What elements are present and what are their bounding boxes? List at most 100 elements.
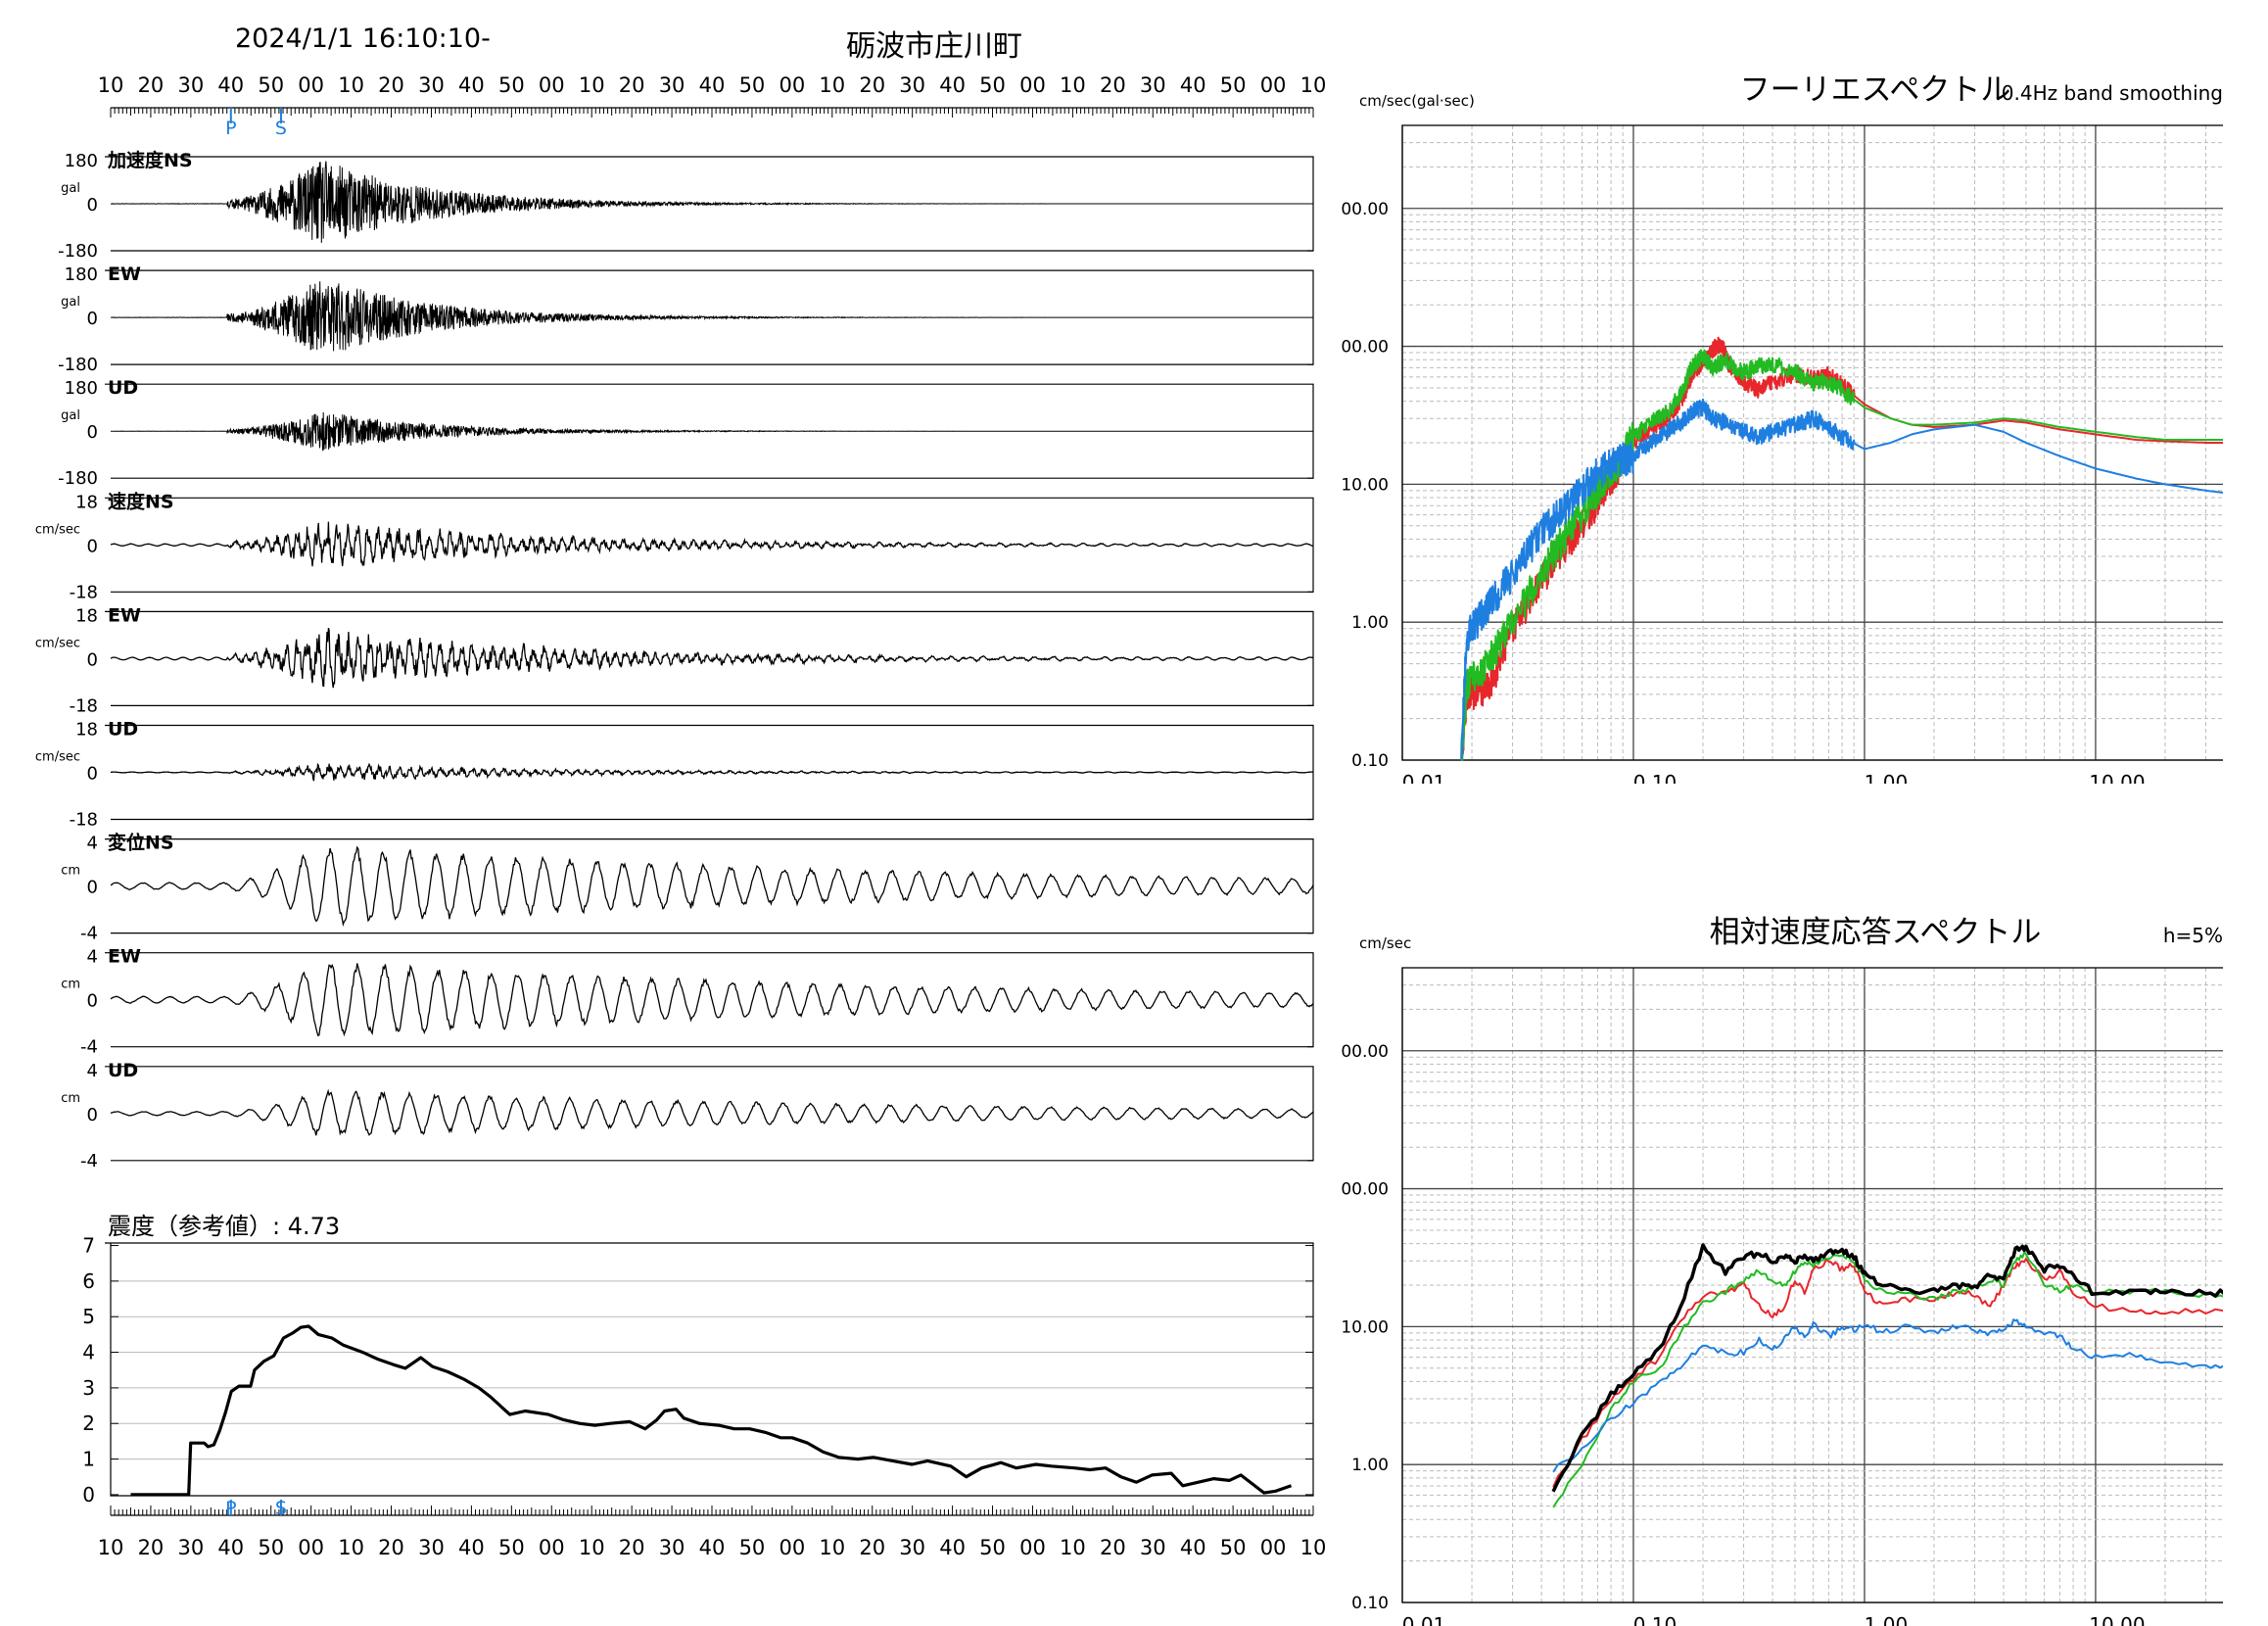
waveform-min-label: -18 — [70, 695, 98, 716]
fourier-x-tick-label: 10.00 — [2089, 771, 2145, 784]
waveform-component-label: EW — [108, 263, 141, 285]
time-tick-label: 40 — [939, 73, 966, 97]
time-tick-label: 50 — [498, 73, 525, 97]
waveform-max-label: 180 — [65, 151, 98, 171]
waveform-max-label: 180 — [65, 264, 98, 285]
waveform-component-label: UD — [108, 1060, 138, 1081]
time-tick-label: 30 — [1140, 1536, 1166, 1559]
waveform-zero-label: 0 — [87, 536, 98, 556]
waveform-component-label: UD — [108, 377, 138, 399]
time-tick-label: 30 — [659, 1536, 685, 1559]
time-tick-label: 00 — [298, 73, 324, 97]
time-tick-label: 30 — [899, 1536, 925, 1559]
response-y-tick-label: 100.00 — [1342, 1180, 1389, 1200]
response-frame — [1401, 967, 2223, 1603]
response-y-tick-label: 10.00 — [1342, 1317, 1389, 1337]
waveform-frame — [105, 952, 1314, 1048]
waveform-max-label: 18 — [75, 492, 98, 512]
fourier-xlabel: sec — [2181, 781, 2212, 784]
waveform-frame — [105, 1066, 1314, 1162]
fourier-frame — [1401, 124, 2223, 761]
waveform-zero-label: 0 — [87, 878, 98, 898]
time-tick-label: 20 — [1100, 1536, 1126, 1559]
fourier-series-ud — [1460, 398, 2223, 761]
header-datetime: 2024/1/1 16:10:10- — [235, 24, 491, 54]
intensity-tick-label: 2 — [82, 1411, 95, 1435]
time-tick-label: 50 — [1220, 1536, 1247, 1559]
fourier-y-tick-label: 100.00 — [1342, 338, 1389, 358]
waveform-max-label: 4 — [87, 834, 98, 854]
waveform-trace — [110, 1088, 1314, 1136]
response-y-tick-label: 0.10 — [1351, 1594, 1389, 1613]
response-y-tick-label: 1.00 — [1351, 1456, 1389, 1475]
time-tick-label: 30 — [1140, 73, 1166, 97]
waveform-trace — [110, 845, 1314, 928]
response-ylabel: cm/sec — [1359, 934, 1411, 952]
time-tick-label: 00 — [1019, 73, 1046, 97]
waveform-max-label: 4 — [87, 1061, 98, 1081]
waveform-min-label: -18 — [70, 810, 98, 831]
time-tick-label: 00 — [539, 73, 565, 97]
waveform-max-label: 18 — [75, 720, 98, 741]
time-tick-label: 20 — [138, 1536, 165, 1559]
response-subtitle: h=5% — [2163, 924, 2223, 947]
time-tick-label: 40 — [217, 73, 244, 97]
time-tick-label: 30 — [418, 73, 445, 97]
s-label: S — [275, 1498, 287, 1519]
waveform-component-label: 変位NS — [108, 832, 174, 854]
waveform-max-label: 18 — [75, 605, 98, 626]
time-tick-label: 20 — [1100, 73, 1126, 97]
time-tick-label: 50 — [979, 73, 1006, 97]
fourier-y-tick-label: 1.00 — [1351, 613, 1389, 633]
waveform-panel: 10 20 30 40 50 00 10 20 30 40 50 00 10 20 30 40 50 00 10 20… — [35, 73, 1327, 1559]
waveform-zero-label: 0 — [87, 1105, 98, 1125]
time-tick-label: 50 — [739, 73, 766, 97]
waveform-component-label: 加速度NS — [107, 149, 193, 171]
waveform-component-label: EW — [108, 946, 141, 968]
time-tick-label: 30 — [899, 73, 925, 97]
time-tick-label: 10 — [579, 1536, 605, 1559]
fourier-subtitle: 0.4Hz band smoothing — [2002, 81, 2223, 105]
waveform-unit-label: cm — [61, 864, 80, 879]
waveform-component-label: 速度NS — [108, 490, 174, 512]
time-tick-label: 40 — [699, 73, 726, 97]
waveform-7: 4 0 -4 cm 変位NS — [61, 832, 1314, 944]
waveform-min-label: -4 — [80, 924, 98, 944]
waveform-3: 180 0 -180 gal UD — [58, 377, 1314, 489]
fourier-x-tick-label: 1.00 — [1865, 771, 1909, 784]
time-tick-label: 10 — [338, 1536, 364, 1559]
waveform-unit-label: cm/sec — [35, 636, 80, 650]
s-label: S — [275, 118, 287, 139]
time-tick-label: 10 — [819, 1536, 845, 1559]
intensity-tick-label: 0 — [82, 1483, 95, 1506]
waveform-max-label: 4 — [87, 947, 98, 968]
waveform-unit-label: cm — [61, 1091, 80, 1106]
fourier-y-tick-label: 0.10 — [1351, 751, 1389, 771]
time-tick-label: 10 — [98, 1536, 124, 1559]
waveform-trace — [110, 762, 1314, 782]
waveform-unit-label: gal — [61, 295, 80, 310]
time-tick-label: 00 — [779, 73, 805, 97]
intensity-tick-label: 5 — [82, 1305, 95, 1328]
time-tick-label: 20 — [859, 73, 885, 97]
time-tick-label: 40 — [1180, 1536, 1206, 1559]
time-tick-label: 00 — [1260, 1536, 1287, 1559]
time-tick-label: 10 — [1300, 73, 1327, 97]
response-x-tick-label: 0.10 — [1633, 1613, 1677, 1626]
waveform-component-label: EW — [108, 604, 141, 626]
waveform-unit-label: gal — [61, 181, 80, 196]
intensity-tick-label: 7 — [82, 1234, 95, 1258]
waveform-2: 180 0 -180 gal EW — [58, 263, 1314, 375]
fourier-title: フーリエスペクトル — [1740, 72, 2011, 108]
waveform-trace — [111, 161, 1313, 243]
time-tick-label: 40 — [939, 1536, 966, 1559]
waveform-zero-label: 0 — [87, 309, 98, 329]
waveform-trace — [110, 627, 1314, 689]
intensity-tick-label: 6 — [82, 1269, 95, 1293]
p-label: P — [225, 118, 236, 139]
time-tick-label: 20 — [619, 73, 645, 97]
time-tick-label: 40 — [1180, 73, 1206, 97]
waveform-zero-label: 0 — [87, 422, 98, 443]
waveform-trace — [110, 963, 1314, 1037]
